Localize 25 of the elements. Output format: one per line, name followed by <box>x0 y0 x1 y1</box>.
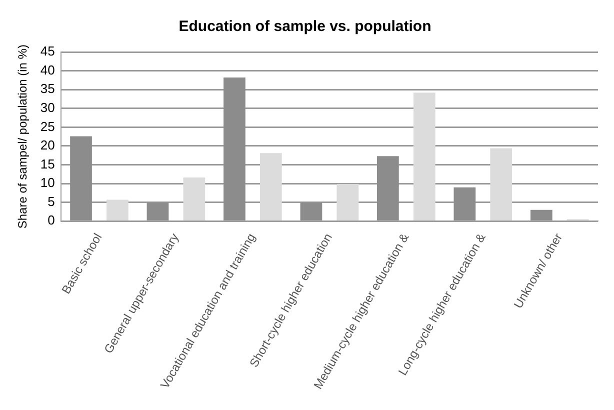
bar <box>490 148 512 220</box>
y-tick-label: 10 <box>40 175 55 190</box>
y-tick-label: 15 <box>40 156 55 172</box>
y-tick-label: 35 <box>40 81 55 96</box>
y-tick-label: 25 <box>40 118 55 134</box>
bar <box>530 210 552 220</box>
bar <box>413 92 436 220</box>
y-tick-label: 5 <box>48 194 55 209</box>
bar <box>224 78 246 220</box>
y-tick-label: 30 <box>40 100 55 115</box>
bar <box>146 202 169 220</box>
y-axis-title: Share of sampel/ population (in %) <box>16 44 30 229</box>
bar <box>183 178 206 220</box>
bar <box>70 136 92 220</box>
bar <box>377 156 399 220</box>
bar <box>336 184 359 220</box>
y-tick-label: 45 <box>40 44 55 59</box>
bar <box>260 153 282 220</box>
bar <box>454 187 476 220</box>
y-tick-label: 20 <box>40 138 55 153</box>
bar <box>106 200 128 220</box>
y-tick-label: 0 <box>48 212 55 228</box>
y-tick-label: 40 <box>40 62 55 78</box>
bar <box>300 202 322 220</box>
chart-title: Education of sample vs. population <box>178 18 432 36</box>
